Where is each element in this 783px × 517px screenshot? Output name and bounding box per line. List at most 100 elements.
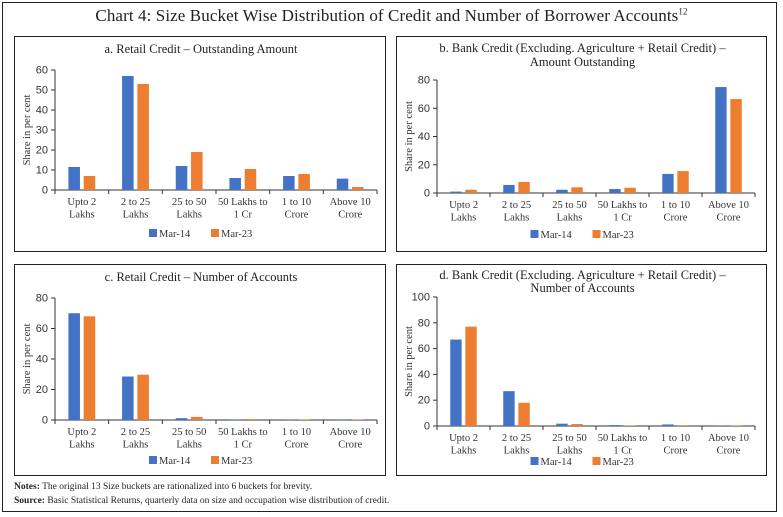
- chart-title: b. Bank Credit (Excluding. Agriculture +…: [439, 41, 726, 55]
- bar-mar-23: [352, 187, 364, 190]
- y-tick-label: 30: [36, 125, 48, 137]
- x-tick-label: Lakhs: [451, 213, 477, 224]
- legend-label: Mar-14: [159, 229, 191, 240]
- notes-text: The original 13 Size buckets are rationa…: [39, 482, 313, 492]
- bar-mar-14: [715, 425, 727, 426]
- legend-label: Mar-23: [221, 456, 252, 467]
- y-tick-label: 20: [418, 395, 430, 407]
- y-tick-label: 60: [418, 343, 430, 355]
- legend-swatch-mar-23: [211, 229, 219, 237]
- bar-mar-23: [571, 187, 583, 193]
- legend-swatch-mar-23: [592, 457, 601, 465]
- bar-mar-14: [662, 424, 674, 426]
- y-tick-label: 60: [418, 103, 430, 115]
- bar-mar-14: [450, 191, 462, 193]
- y-tick-label: 20: [36, 384, 48, 396]
- x-tick-label: Above 10: [330, 427, 371, 438]
- bar-mar-23: [191, 416, 203, 420]
- x-tick-label: Lakhs: [504, 446, 530, 457]
- bar-mar-23: [244, 419, 257, 420]
- x-tick-label: Lakhs: [176, 440, 202, 451]
- bar-mar-23: [571, 424, 583, 426]
- bar-mar-23: [518, 402, 530, 426]
- bar-mar-23: [677, 425, 689, 426]
- x-tick-label: Crore: [338, 210, 362, 221]
- bar-mar-14: [175, 166, 188, 190]
- legend-label: Mar-23: [603, 230, 634, 241]
- y-axis-label: Share in per cent: [404, 326, 415, 397]
- x-tick-label: Lakhs: [557, 446, 583, 457]
- y-tick-label: 0: [42, 185, 48, 197]
- x-tick-label: Above 10: [330, 197, 371, 208]
- x-tick-label: 25 to 50: [172, 197, 206, 208]
- chart-svg-b: b. Bank Credit (Excluding. Agriculture +…: [404, 41, 756, 241]
- bar-mar-23: [465, 326, 477, 426]
- x-tick-label: 25 to 50: [172, 427, 206, 438]
- footnote-marker: 12: [678, 6, 688, 17]
- bar-mar-14: [336, 419, 349, 420]
- y-tick-label: 0: [42, 415, 48, 427]
- bar-mar-14: [122, 76, 134, 190]
- x-tick-label: Upto 2: [67, 427, 96, 438]
- legend-swatch-mar-14: [149, 456, 157, 464]
- source-label: Source:: [14, 496, 45, 506]
- legend-label: Mar-23: [221, 229, 252, 240]
- y-tick-label: 40: [36, 354, 48, 366]
- x-tick-label: Lakhs: [123, 440, 149, 451]
- legend-swatch-mar-14: [530, 230, 539, 238]
- y-tick-label: 0: [424, 421, 430, 433]
- y-tick-label: 20: [418, 159, 430, 171]
- bar-mar-23: [298, 419, 310, 420]
- x-tick-label: 25 to 50: [552, 433, 586, 444]
- bar-mar-23: [83, 316, 96, 420]
- x-tick-label: Lakhs: [504, 213, 530, 224]
- bar-mar-14: [229, 419, 241, 420]
- figure-title: Chart 4: Size Bucket Wise Distribution o…: [0, 6, 783, 26]
- bar-mar-23: [624, 187, 636, 193]
- y-axis-label: Share in per cent: [22, 324, 33, 395]
- x-tick-label: 2 to 25: [502, 433, 531, 444]
- y-axis-label: Share in per cent: [404, 101, 415, 172]
- legend-label: Mar-23: [603, 457, 634, 468]
- legend-swatch-mar-23: [211, 456, 219, 464]
- x-tick-label: 1 Cr: [613, 446, 632, 457]
- bar-mar-23: [137, 374, 149, 420]
- x-tick-label: 1 Cr: [234, 210, 253, 221]
- bar-mar-14: [609, 189, 621, 193]
- bar-mar-23: [624, 425, 636, 426]
- x-tick-label: Above 10: [708, 200, 749, 211]
- bar-mar-14: [662, 173, 674, 193]
- bar-mar-14: [283, 419, 295, 420]
- x-tick-label: 1 Cr: [613, 213, 632, 224]
- chart-title: d. Bank Credit (Excluding. Agriculture +…: [439, 268, 726, 282]
- y-tick-label: 40: [36, 105, 48, 117]
- y-tick-label: 80: [36, 293, 48, 305]
- notes-label: Notes:: [14, 482, 40, 492]
- bar-mar-23: [730, 425, 742, 426]
- y-tick-label: 0: [424, 188, 430, 200]
- source-line: Source: Basic Statistical Returns, quart…: [14, 496, 389, 506]
- bar-mar-23: [83, 176, 96, 190]
- bar-mar-14: [175, 418, 188, 420]
- bar-mar-14: [336, 178, 349, 190]
- x-tick-label: 50 Lakhs to: [598, 433, 648, 444]
- legend-label: Mar-14: [541, 457, 573, 468]
- x-tick-label: Crore: [664, 446, 688, 457]
- chart-title: a. Retail Credit – Outstanding Amount: [104, 42, 298, 56]
- x-tick-label: Lakhs: [69, 440, 95, 451]
- bar-mar-23: [677, 171, 689, 193]
- bar-mar-23: [465, 189, 477, 193]
- source-text: Basic Statistical Returns, quarterly dat…: [44, 496, 390, 506]
- x-tick-label: Lakhs: [69, 210, 95, 221]
- bar-mar-23: [730, 99, 742, 193]
- bar-mar-14: [556, 189, 568, 193]
- chart-svg-c: c. Retail Credit – Number of Accounts 0 20…: [22, 270, 378, 467]
- legend-swatch-mar-14: [149, 229, 157, 237]
- legend-swatch-mar-23: [592, 230, 601, 238]
- bar-mar-14: [283, 176, 295, 190]
- x-tick-label: Crore: [285, 210, 309, 221]
- x-tick-label: Crore: [664, 213, 688, 224]
- chart-title: Number of Accounts: [530, 281, 634, 295]
- bar-mar-23: [191, 152, 203, 190]
- x-tick-label: 50 Lakhs to: [598, 200, 648, 211]
